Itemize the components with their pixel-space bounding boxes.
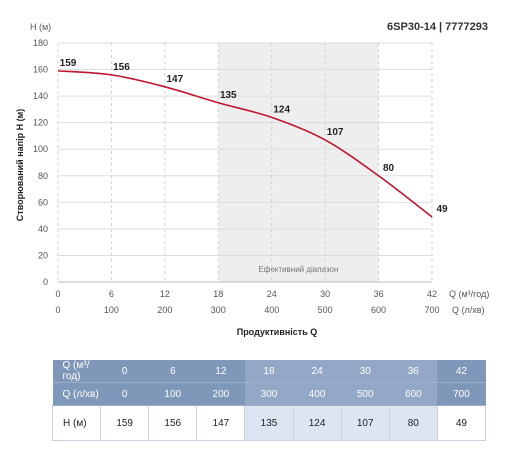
x-axis-ticks-lmin: 0 100 200 300 400 500 600 700: [55, 305, 439, 315]
y-tick-label: 120: [33, 118, 48, 128]
y-tick-label: 180: [33, 38, 48, 48]
x-tick-label-lmin: 500: [318, 305, 333, 315]
data-label: 80: [383, 163, 395, 174]
row-label-flow-lmin: Q (л/хв): [52, 382, 101, 406]
y-axis-ticks: 0 20 40 60 80 100 120 140 160 180: [33, 38, 48, 287]
table-cell-head: 147: [196, 405, 246, 441]
table-cell-flow-m3h: 24: [293, 360, 342, 383]
table-cell-flow-lmin: 600: [389, 382, 438, 406]
y-tick-label: 20: [38, 250, 48, 260]
data-label: 147: [167, 74, 184, 85]
table-cell-flow-lmin: 100: [148, 382, 197, 406]
data-label: 156: [113, 62, 130, 73]
efficient-range-band: [218, 43, 379, 282]
x-tick-label-lmin: 300: [211, 305, 226, 315]
pump-curve-chart: Ефективний діапазон 02040608010012014016…: [15, 21, 489, 337]
x-tick-label-lmin: 700: [424, 305, 439, 315]
efficient-range-label: Ефективний діапазон: [258, 265, 338, 274]
table-cell-flow-m3h: 6: [148, 360, 197, 383]
data-label: 135: [220, 90, 237, 101]
table-cell-flow-m3h: 42: [437, 360, 486, 383]
performance-table: Q (м³/год) 0 6 12 18 24 30 36 42 Q (л/хв) 0 100 2…: [51, 360, 487, 441]
table-cell-head: 80: [388, 405, 438, 441]
table-cell-flow-lmin: 300: [244, 382, 294, 406]
x-tick-label-m3h: 12: [160, 289, 170, 299]
x-axis-unit-primary: Q (м³/год): [449, 289, 489, 299]
y-tick-label: 140: [33, 91, 48, 101]
data-label: 107: [327, 127, 344, 138]
data-label: 49: [436, 204, 448, 215]
table-cell-head: 49: [436, 405, 487, 441]
chart-title: 6SP30-14 | 7777293: [387, 21, 488, 33]
x-tick-label-m3h: 30: [320, 289, 330, 299]
x-tick-label-m3h: 36: [374, 289, 384, 299]
data-labels: 159 156 147 135 124 107 80 49: [60, 58, 448, 215]
table-cell-flow-lmin: 500: [341, 382, 390, 406]
table-cell-head: 156: [148, 405, 198, 441]
row-label-head: H (м): [51, 405, 102, 441]
y-tick-label: 40: [38, 224, 48, 234]
y-tick-label: 80: [38, 171, 48, 181]
table-row-flow-lmin: Q (л/хв) 0 100 200 300 400 500 600 700: [52, 382, 486, 406]
x-tick-label-lmin: 400: [264, 305, 279, 315]
x-axis-title: Продуктивність Q: [237, 327, 318, 337]
y-axis-unit-label: H (м): [30, 22, 51, 32]
table-cell-flow-lmin: 700: [437, 382, 486, 406]
data-label: 159: [60, 58, 77, 69]
y-tick-label: 160: [33, 65, 48, 75]
x-tick-label-lmin: 100: [104, 305, 119, 315]
x-tick-label-m3h: 42: [427, 289, 437, 299]
y-tick-label: 0: [43, 277, 48, 287]
x-tick-label-m3h: 6: [109, 289, 114, 299]
data-label: 124: [273, 104, 290, 115]
table-cell-head: 159: [100, 405, 150, 441]
x-tick-label-lmin: 600: [371, 305, 386, 315]
table-cell-flow-m3h: 36: [389, 360, 438, 383]
x-tick-label-lmin: 0: [55, 305, 60, 315]
table-cell-head: 124: [292, 405, 342, 441]
horizontal-grid: [58, 42, 432, 283]
table-row-head: H (м) 159 156 147 135 124 107 80 49: [51, 405, 487, 441]
table-cell-flow-lmin: 200: [196, 382, 245, 406]
x-tick-label-m3h: 24: [267, 289, 277, 299]
table-cell-flow-m3h: 30: [341, 360, 390, 383]
x-tick-label-lmin: 200: [157, 305, 172, 315]
table-cell-flow-lmin: 0: [100, 382, 149, 406]
x-tick-label-m3h: 18: [213, 289, 223, 299]
head-curve-line: [57, 70, 433, 218]
table-cell-flow-lmin: 400: [293, 382, 342, 406]
x-axis-ticks-m3h: 0 6 12 18 24 30 36 42: [55, 289, 437, 299]
table-cell-head: 135: [244, 405, 294, 441]
y-tick-label: 100: [33, 144, 48, 154]
table-cell-head: 107: [340, 405, 390, 441]
y-tick-label: 60: [38, 197, 48, 207]
table-row-flow-m3h: Q (м³/год) 0 6 12 18 24 30 36 42: [52, 360, 486, 383]
table-cell-flow-m3h: 12: [196, 360, 245, 383]
y-axis-title: Створюваний напір Н (м): [15, 109, 25, 221]
x-axis-unit-secondary: Q (л/хв): [452, 305, 485, 315]
vertical-grid: [57, 43, 433, 282]
row-label-flow-m3h: Q (м³/год): [52, 360, 101, 383]
table-cell-flow-m3h: 18: [244, 360, 294, 383]
table-cell-flow-m3h: 0: [100, 360, 149, 383]
x-tick-label-m3h: 0: [55, 289, 60, 299]
